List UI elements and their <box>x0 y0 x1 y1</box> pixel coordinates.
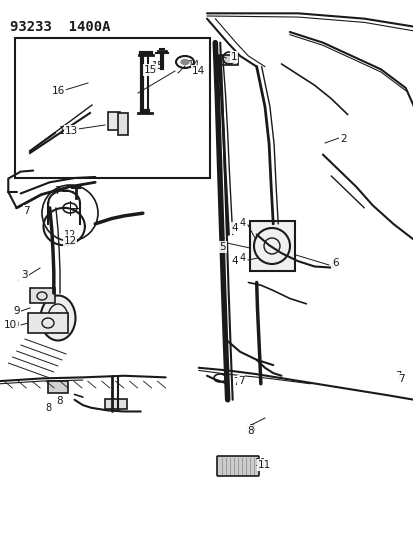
FancyBboxPatch shape <box>216 456 259 476</box>
Text: 8: 8 <box>247 424 254 434</box>
Text: 11: 11 <box>257 460 271 470</box>
Bar <box>105 399 127 409</box>
Text: 12: 12 <box>64 230 76 240</box>
Text: 10: 10 <box>8 320 20 330</box>
Text: 1: 1 <box>230 52 236 62</box>
Text: 15: 15 <box>152 61 164 71</box>
Text: 4: 4 <box>239 253 245 263</box>
Text: 3: 3 <box>21 270 28 280</box>
Text: 5: 5 <box>218 238 224 248</box>
Text: 9: 9 <box>13 306 20 316</box>
Ellipse shape <box>180 60 189 64</box>
Text: 7: 7 <box>394 371 400 381</box>
Bar <box>30 288 55 303</box>
Text: 14: 14 <box>192 66 205 76</box>
Text: 7: 7 <box>237 376 244 386</box>
Text: 8: 8 <box>45 403 51 413</box>
Text: 11: 11 <box>254 458 267 468</box>
Text: 7: 7 <box>233 377 239 387</box>
Text: 6: 6 <box>329 260 335 270</box>
Bar <box>118 113 128 135</box>
Ellipse shape <box>40 295 75 341</box>
Text: 12: 12 <box>63 236 76 246</box>
Text: 16: 16 <box>53 85 65 95</box>
Ellipse shape <box>54 313 62 323</box>
Text: 4: 4 <box>231 256 237 266</box>
Text: 9: 9 <box>14 306 20 316</box>
Text: 3: 3 <box>17 273 23 283</box>
Text: 5: 5 <box>219 242 225 252</box>
Text: 7: 7 <box>54 186 60 196</box>
Text: 1: 1 <box>214 48 219 58</box>
Text: 8: 8 <box>247 426 253 436</box>
Text: 7: 7 <box>397 374 404 384</box>
Text: 8: 8 <box>57 396 63 406</box>
Text: 14: 14 <box>188 60 200 70</box>
Bar <box>15 38 209 178</box>
Text: 15: 15 <box>143 65 156 75</box>
Bar <box>219 55 237 65</box>
Bar <box>28 313 68 333</box>
Text: 4: 4 <box>239 218 245 228</box>
Text: 4: 4 <box>231 223 237 233</box>
Text: 93233  1400A: 93233 1400A <box>10 20 110 34</box>
Text: 2: 2 <box>339 134 346 144</box>
Text: 6: 6 <box>331 258 338 268</box>
Text: 13: 13 <box>65 126 78 136</box>
Bar <box>108 112 120 130</box>
Text: 13: 13 <box>59 126 71 136</box>
Bar <box>48 381 68 393</box>
Bar <box>249 221 294 271</box>
Text: 16: 16 <box>52 86 65 96</box>
Text: 7: 7 <box>23 206 30 216</box>
Text: 2: 2 <box>339 134 345 144</box>
Text: 3: 3 <box>20 270 26 280</box>
Text: 10: 10 <box>4 320 17 330</box>
